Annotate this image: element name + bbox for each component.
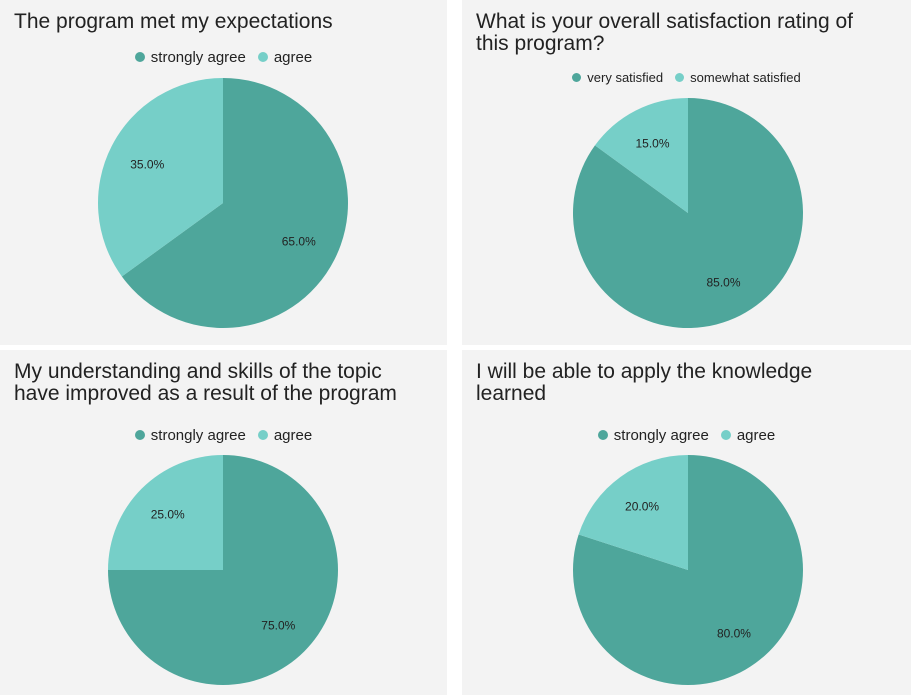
slice-label: 80.0% <box>717 626 751 640</box>
chart-title: What is your overall satisfaction rating… <box>476 10 853 55</box>
slice-label: 35.0% <box>130 157 164 171</box>
pie-slice[interactable] <box>578 455 688 570</box>
pie-chart: 80.0% 20.0% <box>573 455 803 685</box>
legend-item[interactable]: agree <box>720 427 776 444</box>
pie-chart: 85.0% 15.0% <box>573 98 803 328</box>
legend-label: strongly agree <box>150 49 246 66</box>
chart-title: My understanding and skills of the topic… <box>14 360 397 405</box>
chart-legend: strongly agree agree <box>0 49 447 66</box>
legend-dot-icon <box>257 430 268 441</box>
slice-label: 20.0% <box>625 500 659 514</box>
legend-label: agree <box>736 427 776 444</box>
chart-panel: 75.0% 25.0% My understanding and skills of… <box>0 350 447 695</box>
legend-item[interactable]: very satisfied <box>572 70 663 85</box>
legend-label: agree <box>273 49 313 66</box>
chart-title: The program met my expectations <box>14 10 333 33</box>
chart-panel: 85.0% 15.0% What is your overall satisfact… <box>462 0 911 345</box>
pie-slice[interactable] <box>98 78 223 277</box>
slice-label: 15.0% <box>635 136 669 150</box>
legend-item[interactable]: agree <box>257 427 313 444</box>
pie-slice[interactable] <box>108 455 223 570</box>
legend-dot-icon <box>134 430 145 441</box>
chart-legend: strongly agree agree <box>462 427 911 444</box>
legend-label: very satisfied <box>587 70 664 85</box>
slice-label: 25.0% <box>151 508 185 522</box>
chart-panel: 80.0% 20.0% I will be able to apply the kn… <box>462 350 911 695</box>
legend-item[interactable]: strongly agree <box>134 427 246 444</box>
legend-dot-icon <box>597 430 608 441</box>
pie-chart: 65.0% 35.0% <box>98 78 349 329</box>
legend-label: somewhat satisfied <box>690 70 801 85</box>
chart-title: I will be able to apply the knowledge le… <box>476 360 813 405</box>
legend-dot-icon <box>675 73 685 83</box>
slice-label: 85.0% <box>706 276 740 290</box>
pie-chart: 75.0% 25.0% <box>108 455 338 685</box>
legend-item[interactable]: strongly agree <box>134 49 246 66</box>
legend-item[interactable]: somewhat satisfied <box>675 70 801 85</box>
chart-legend: strongly agree agree <box>0 427 447 444</box>
chart-legend: very satisfied somewhat satisfied <box>462 70 911 85</box>
legend-label: strongly agree <box>613 427 709 444</box>
pie-slice[interactable] <box>121 78 349 329</box>
legend-label: agree <box>273 427 313 444</box>
legend-dot-icon <box>720 430 731 441</box>
slice-label: 65.0% <box>282 235 316 249</box>
pie-slice[interactable] <box>594 98 688 213</box>
slice-label: 75.0% <box>261 618 295 632</box>
legend-dot-icon <box>572 73 582 83</box>
legend-label: strongly agree <box>150 427 246 444</box>
chart-panel: 65.0% 35.0% The program met my expectation… <box>0 0 447 345</box>
legend-item[interactable]: strongly agree <box>597 427 709 444</box>
legend-dot-icon <box>257 52 268 63</box>
legend-dot-icon <box>134 52 145 63</box>
legend-item[interactable]: agree <box>257 49 313 66</box>
